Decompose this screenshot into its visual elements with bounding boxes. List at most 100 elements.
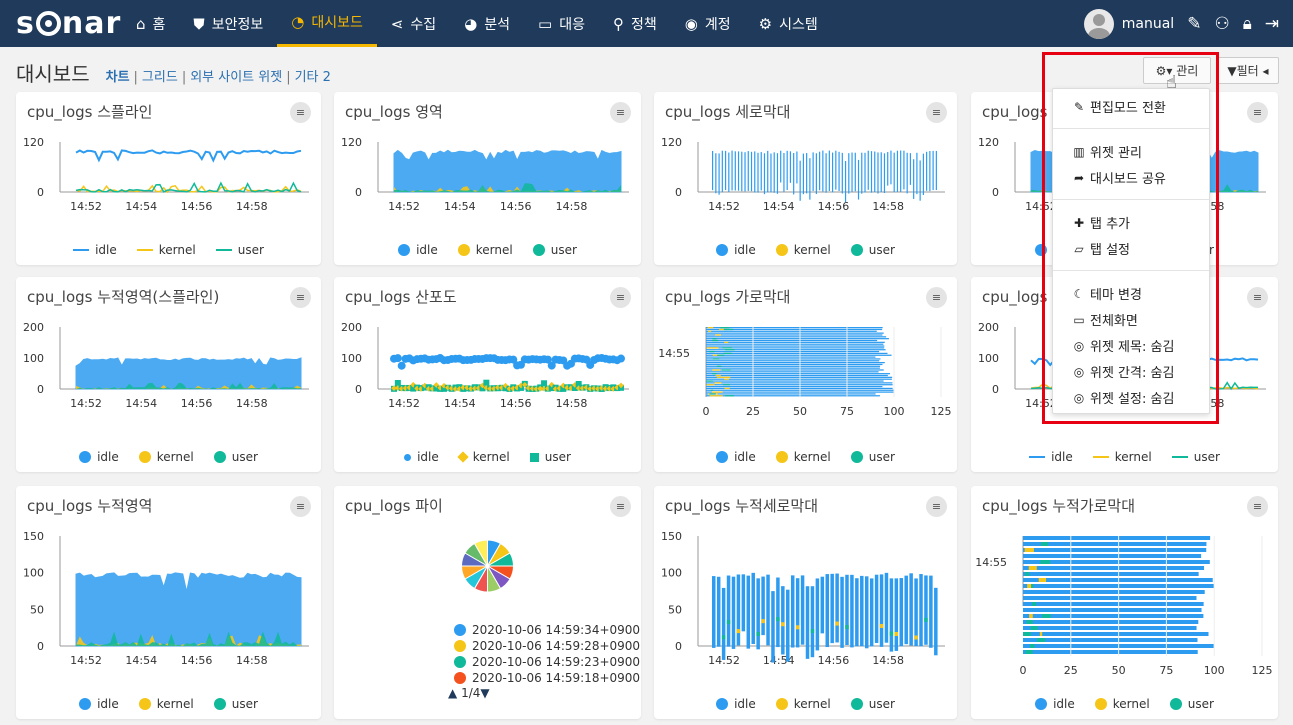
- legend-item-idle[interactable]: idle: [716, 450, 756, 464]
- legend-item-kernel[interactable]: kernel: [775, 697, 831, 711]
- menu-fullscreen[interactable]: ▭ 전체화면: [1072, 310, 1138, 330]
- widget-card[interactable]: cpu_logs 파이 ≡ 2020-10-06 14:59:34+0900 2020…: [334, 486, 641, 719]
- legend-item-kernel[interactable]: kernel: [457, 450, 510, 464]
- widget-title: cpu_logs 세로막대: [665, 103, 791, 121]
- widget-card[interactable]: cpu_logs 누적영역 ≡ 150 100 50 0 14:52 14:54 14:56 14…: [16, 486, 321, 719]
- tick-label: 200: [978, 321, 999, 334]
- widget-card[interactable]: cpu_logs 영역 ≡ 120 0 14:52 14:54 14:56 14:58 idle…: [334, 92, 641, 265]
- bar: [717, 354, 725, 356]
- menu-widget-title-toggle[interactable]: ◎ 위젯 제목: 숨김: [1072, 336, 1175, 356]
- legend-item-kernel[interactable]: kernel: [138, 697, 194, 711]
- filter-button[interactable]: ▼ 필터 ◂: [1217, 57, 1279, 84]
- widget-menu-icon[interactable]: ≡: [1247, 496, 1268, 517]
- tab-grid[interactable]: 그리드: [141, 70, 178, 85]
- legend-item-kernel[interactable]: kernel: [775, 450, 831, 464]
- legend-item-idle[interactable]: idle: [73, 243, 117, 257]
- nav-item-3[interactable]: ⋖ 수집: [377, 0, 450, 47]
- legend-item-user[interactable]: user: [529, 450, 571, 464]
- menu-tab-settings[interactable]: ▱ 탭 설정: [1072, 239, 1130, 259]
- widget-menu-icon[interactable]: ≡: [290, 287, 311, 308]
- user-icon[interactable]: ⚇: [1214, 13, 1230, 34]
- pager-up-icon[interactable]: ▲: [448, 686, 458, 700]
- legend-item-kernel[interactable]: kernel: [1092, 450, 1152, 464]
- area-idle: [75, 357, 302, 390]
- legend-item-user[interactable]: user: [850, 450, 895, 464]
- bar: [845, 574, 849, 646]
- legend-item-user[interactable]: user: [215, 243, 264, 257]
- legend-item-user[interactable]: user: [1171, 450, 1220, 464]
- widget-menu-icon[interactable]: ≡: [290, 102, 311, 123]
- tab-external-widget[interactable]: 외부 사이트 위젯: [190, 70, 283, 85]
- widget-card[interactable]: cpu_logs 스플라인 ≡ 120 0 14:52 14:54 14:56 14:58 id…: [16, 92, 321, 265]
- menu-theme-change[interactable]: ☾ 테마 변경: [1072, 284, 1142, 304]
- tab-chart[interactable]: 차트: [105, 70, 130, 85]
- legend-item-idle[interactable]: idle: [79, 450, 119, 464]
- legend-item-user[interactable]: user: [213, 697, 258, 711]
- nav-item-4[interactable]: ◕ 분석: [450, 0, 524, 47]
- pie-legend-item[interactable]: 2020-10-06 14:59:18+0900: [454, 670, 640, 684]
- sonar-logo[interactable]: s nar: [16, 6, 122, 41]
- widget-menu-icon[interactable]: ≡: [1247, 287, 1268, 308]
- menu-widget-gap-toggle[interactable]: ◎ 위젯 간격: 숨김: [1072, 362, 1175, 382]
- widget-menu-icon[interactable]: ≡: [290, 496, 311, 517]
- widget-card[interactable]: cpu_logs 세로막대 ≡ 120 0 14:52 14:54 14:56 14:58 id…: [654, 92, 957, 265]
- nav-item-2[interactable]: ◔ 대시보드: [277, 0, 377, 47]
- nav-item-1[interactable]: ⛊ 보안정보: [179, 0, 277, 47]
- menu-widget-manage[interactable]: ▥ 위젯 관리: [1072, 142, 1142, 162]
- widget-menu-icon[interactable]: ≡: [610, 287, 631, 308]
- legend-item-user[interactable]: user: [213, 450, 258, 464]
- pie-legend-item[interactable]: 2020-10-06 14:59:28+0900: [454, 638, 640, 654]
- widget-card[interactable]: cpu_logs 누적가로막대 ≡ 14:55 0 25 50 75 100 125 idle ke…: [971, 486, 1278, 719]
- nav-item-6[interactable]: ⚲ 정책: [599, 0, 671, 47]
- nav-item-5[interactable]: ▭ 대응: [524, 0, 599, 47]
- legend-item-idle[interactable]: idle: [79, 697, 119, 711]
- username[interactable]: manual: [1121, 15, 1175, 32]
- legend-item-user[interactable]: user: [850, 243, 895, 257]
- legend-item-idle[interactable]: idle: [716, 697, 756, 711]
- menu-edit-mode[interactable]: ✎ 편집모드 전환: [1072, 97, 1166, 117]
- bar: [810, 586, 815, 658]
- legend-item-user[interactable]: user: [850, 697, 895, 711]
- logout-icon[interactable]: ⇥: [1264, 13, 1279, 34]
- legend-item-idle[interactable]: idle: [716, 243, 756, 257]
- nav-item-7[interactable]: ◉ 계정: [671, 0, 745, 47]
- pie-legend-item[interactable]: 2020-10-06 14:59:34+0900: [454, 622, 640, 638]
- scatter-point: [393, 354, 402, 363]
- tick-label: 14:54: [763, 654, 795, 667]
- avatar[interactable]: [1083, 8, 1114, 39]
- menu-widget-settings-toggle[interactable]: ◎ 위젯 설정: 숨김: [1072, 388, 1175, 408]
- tab-etc[interactable]: 기타 2: [294, 70, 331, 85]
- legend-item-kernel[interactable]: kernel: [1094, 697, 1150, 711]
- legend-item-user[interactable]: user: [532, 243, 577, 257]
- manage-button[interactable]: ⚙▾ 관리: [1143, 57, 1211, 84]
- menu-tab-add[interactable]: ✚ 탭 추가: [1072, 213, 1130, 233]
- legend-item-kernel[interactable]: kernel: [136, 243, 196, 257]
- nav-item-8[interactable]: ⚙ 시스템: [745, 0, 832, 47]
- legend-item-kernel[interactable]: kernel: [138, 450, 194, 464]
- legend-item-idle[interactable]: idle: [398, 243, 438, 257]
- menu-dashboard-share[interactable]: ➦ 대시보드 공유: [1072, 168, 1166, 188]
- widget-menu-icon[interactable]: ≡: [926, 287, 947, 308]
- legend-item-idle[interactable]: idle: [1029, 450, 1073, 464]
- widget-menu-icon[interactable]: ≡: [610, 496, 631, 517]
- widget-card[interactable]: cpu_logs 산포도 ≡ 200 100 0 14:52 14:54 14:56 14:58…: [334, 277, 641, 472]
- widget-menu-icon[interactable]: ≡: [610, 102, 631, 123]
- legend-item-user[interactable]: user: [1169, 697, 1214, 711]
- widget-card[interactable]: cpu_logs 누적세로막대 ≡ 150 100 50 0 14:52 14:54 14:56…: [654, 486, 957, 719]
- widget-card[interactable]: cpu_logs 누적영역(스플라인) ≡ 200 100 0 14:52 14:54 14:…: [16, 277, 321, 472]
- widget-card[interactable]: cpu_logs 가로막대 ≡ 14:55 0 25 50 75 100 125 idle kern…: [654, 277, 957, 472]
- bar: [835, 621, 839, 626]
- legend-item-idle[interactable]: idle: [404, 450, 439, 464]
- pie-legend-item[interactable]: 2020-10-06 14:59:23+0900: [454, 654, 640, 670]
- legend-item-kernel[interactable]: kernel: [457, 243, 513, 257]
- nav-item-0[interactable]: ⌂ 홈: [122, 0, 179, 47]
- widget-menu-icon[interactable]: ≡: [926, 496, 947, 517]
- nav-item-label: 계정: [704, 16, 731, 33]
- lock-icon[interactable]: 🔒︎: [1242, 13, 1252, 34]
- legend-item-idle[interactable]: idle: [1035, 697, 1075, 711]
- widget-menu-icon[interactable]: ≡: [1247, 102, 1268, 123]
- widget-menu-icon[interactable]: ≡: [926, 102, 947, 123]
- pager-down-icon[interactable]: ▼: [480, 686, 490, 700]
- tag-icon[interactable]: ✎: [1187, 13, 1202, 34]
- legend-item-kernel[interactable]: kernel: [775, 243, 831, 257]
